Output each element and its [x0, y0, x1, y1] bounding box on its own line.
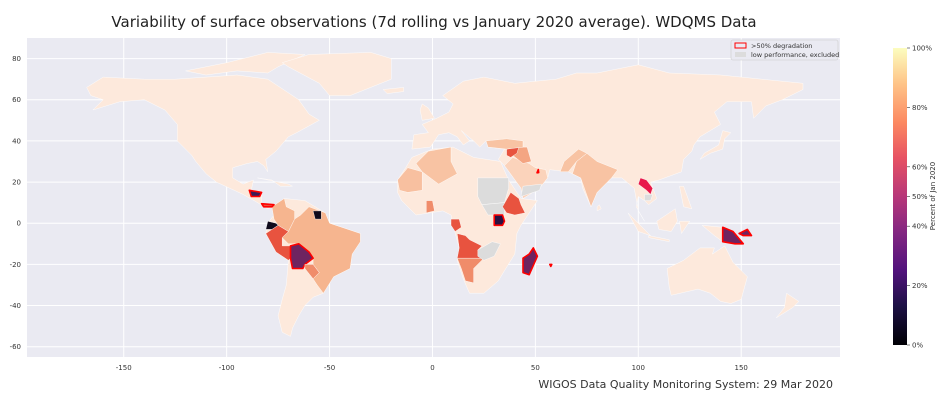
region	[502, 192, 526, 216]
region	[699, 130, 732, 160]
x-tick-label: 0	[430, 364, 434, 372]
colorbar-tick-label: 0%	[912, 342, 923, 350]
legend-label-degradation: >50% degradation	[751, 42, 812, 50]
region	[419, 103, 435, 121]
region	[506, 146, 520, 158]
x-tick-label: 150	[735, 364, 748, 372]
region-degraded	[536, 168, 540, 174]
colorbar-tick-label: 40%	[912, 223, 928, 231]
y-tick-label: 80	[12, 55, 21, 63]
axis-ticks: -150 -100 -50 0 50 100 150 -60 -40 -20 0 20 40 60 80	[10, 55, 748, 372]
colorbar-label: Percent of Jan 2020	[929, 162, 937, 230]
region	[86, 74, 320, 210]
region-degraded	[260, 202, 275, 208]
region	[679, 185, 692, 210]
region	[679, 220, 690, 234]
colorbar-tick-label: 60%	[912, 163, 928, 171]
chart-title: Variability of surface observations (7d …	[111, 13, 756, 31]
region	[450, 218, 462, 232]
region	[265, 220, 279, 230]
colorbar-tick-label: 80%	[912, 104, 928, 112]
region	[426, 200, 435, 214]
legend: >50% degradation low performance, exclud…	[730, 39, 839, 61]
legend-swatch-excluded	[735, 52, 746, 57]
region	[271, 198, 295, 232]
y-tick-label: 40	[12, 137, 21, 145]
region-excluded	[520, 183, 542, 197]
y-tick-label: 0	[17, 220, 21, 228]
colorbar-tick-label: 20%	[912, 282, 928, 290]
y-tick-label: 20	[12, 179, 21, 187]
region	[257, 177, 293, 187]
region	[485, 138, 524, 150]
region	[312, 210, 322, 220]
region-degraded	[493, 214, 506, 227]
y-tick-label: -20	[10, 261, 21, 269]
region	[185, 52, 306, 76]
region	[648, 235, 670, 242]
legend-swatch-degradation	[734, 42, 747, 49]
region-excluded	[644, 194, 653, 201]
region	[559, 148, 587, 173]
region-degraded	[522, 247, 539, 276]
region-degraded	[548, 263, 553, 268]
region	[415, 146, 458, 185]
region	[265, 225, 291, 261]
region	[304, 264, 320, 279]
legend-label-excluded: low performance, excluded	[751, 51, 839, 59]
region-excluded	[477, 177, 509, 205]
y-tick-label: -60	[10, 343, 21, 351]
region	[666, 245, 748, 304]
region	[382, 87, 404, 94]
legend-box	[730, 39, 839, 61]
colorbar-tick-label: 50%	[912, 193, 928, 201]
region-degraded	[721, 226, 745, 245]
region	[627, 212, 651, 236]
x-tick-label: -150	[116, 364, 132, 372]
region-degraded	[738, 228, 753, 237]
region	[596, 204, 602, 212]
colorbar-gradient	[893, 48, 907, 345]
colorbar-tick-label: 100%	[912, 45, 932, 53]
region	[282, 52, 392, 96]
map-regions	[86, 52, 804, 337]
x-tick-label: -100	[219, 364, 235, 372]
region	[656, 208, 678, 232]
region	[776, 293, 799, 319]
x-tick-label: -50	[324, 364, 335, 372]
x-tick-label: 100	[632, 364, 645, 372]
region-degraded	[248, 189, 263, 198]
region-excluded	[481, 202, 505, 216]
region	[397, 167, 423, 193]
region-excluded	[477, 241, 501, 261]
y-tick-label: 60	[12, 96, 21, 104]
y-tick-label: -40	[10, 302, 21, 310]
colorbar: 0% 20% 40% 50% 60% 80% 100% Percent of Jan 202…	[893, 45, 937, 350]
x-tick-label: 50	[531, 364, 540, 372]
footer-caption: WIGOS Data Quality Monitoring System: 29…	[538, 378, 833, 391]
